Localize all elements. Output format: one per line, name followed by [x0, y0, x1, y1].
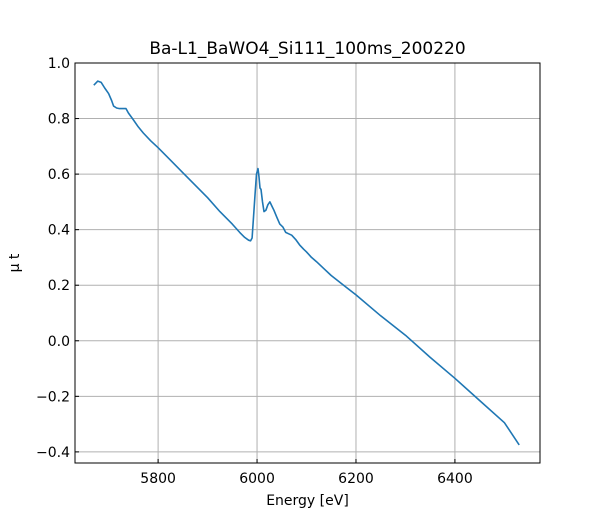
x-axis-label: Energy [eV]: [266, 493, 349, 509]
chart-title: Ba-L1_BaWO4_Si111_100ms_200220: [149, 39, 465, 59]
y-tick-label: 0.8: [48, 112, 70, 128]
y-tick-label: −0.2: [36, 389, 70, 405]
x-tick-label: 5800: [140, 471, 176, 487]
y-axis-label: μ t: [7, 253, 23, 272]
y-tick-label: 0.2: [48, 278, 70, 294]
series-line: [93, 80, 520, 446]
y-tick-label: 0.6: [48, 167, 70, 183]
grid: [75, 62, 540, 463]
plot-frame: [74, 62, 541, 464]
y-tick-label: −0.4: [36, 445, 70, 461]
x-tick-label: 6000: [239, 471, 275, 487]
y-tick-label: 1.0: [48, 56, 70, 72]
y-tick-label: 0.4: [48, 223, 70, 239]
y-tick-label: 0.0: [48, 334, 70, 350]
x-tick-label: 6400: [437, 471, 473, 487]
x-tick-label: 6200: [338, 471, 374, 487]
ticks: 5800 6000 6200 6400 1.0 0.8 0.6 0.4 0.2 0.0 −0.2 −0…: [36, 56, 473, 487]
